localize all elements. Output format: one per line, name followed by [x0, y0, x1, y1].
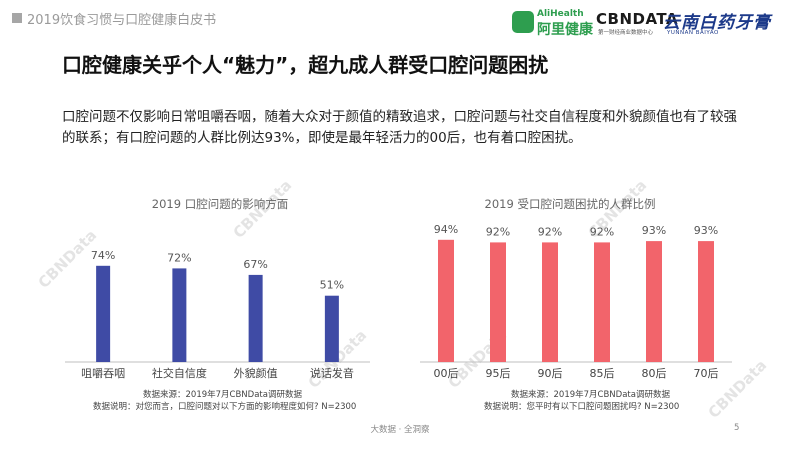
chart2-bar [438, 239, 454, 362]
chart1-title: 2019 口腔问题的影响方面 [151, 197, 289, 211]
chart1-value-label: 51% [320, 279, 344, 292]
chart1-note-source: 数据来源：2019年7月CBNData调研数据 [143, 390, 302, 400]
chart1-bar [96, 265, 111, 362]
chart1-bar [172, 268, 187, 362]
chart2-title: 2019 受口腔问题困扰的人群比例 [484, 197, 656, 211]
chart2-value-label: 92% [538, 225, 562, 238]
chart2-category-label: 90后 [538, 367, 563, 380]
alihealth-logo-en: AliHealth [537, 9, 584, 19]
chart1-value-label: 72% [167, 251, 191, 264]
yunnan-baiyao-logo: 云南白药牙膏 [663, 13, 771, 33]
chart1-category-label: 说话发音 [310, 366, 354, 380]
chart1-category-label: 外貌颜值 [234, 366, 278, 380]
chart2-category-label: 70后 [694, 367, 719, 380]
chart1-bar [248, 274, 263, 362]
chart1-value-label: 74% [91, 249, 115, 262]
chart2-category-label: 85后 [590, 367, 615, 380]
page-title: 口腔健康关乎个人“魅力”，超九成人群受口腔问题困扰 [62, 53, 549, 77]
chart2-category-label: 00后 [434, 367, 459, 380]
yunnan-baiyao-logo-en: YUNNAN BAIYAO [667, 30, 719, 36]
chart2-bar [698, 241, 714, 362]
footer-text: 大数据 · 全洞察 [370, 425, 430, 435]
alihealth-logo-cn: 阿里健康 [537, 22, 593, 38]
chart2-bar [542, 242, 558, 362]
chart1-category-label: 咀嚼吞咽 [81, 366, 125, 380]
document-title: 2019饮食习惯与口腔健康白皮书 [27, 13, 217, 28]
cbndata-logo-sub: 第一财经商业数据中心 [598, 30, 654, 36]
chart1-value-label: 67% [243, 258, 267, 271]
page-number: 5 [734, 423, 740, 433]
chart1-bar [324, 295, 339, 362]
chart2-value-label: 93% [694, 224, 718, 237]
chart2-value-label: 92% [590, 225, 614, 238]
chart2-value-label: 93% [642, 224, 666, 237]
chart1-note-desc: 数据说明：对您而言，口腔问题对以下方面的影响程度如何? N=2300 [93, 402, 357, 412]
chart2-note-desc: 数据说明：您平时有以下口腔问题困扰吗? N=2300 [484, 402, 680, 412]
chart2-category-label: 80后 [642, 367, 667, 380]
summary-paragraph: 口腔问题不仅影响日常咀嚼吞咽，随着大众对于颜值的精致追求，口腔问题与社交自信程度… [62, 109, 737, 146]
chart2-bar [646, 241, 662, 362]
chart2-bar [490, 242, 506, 362]
chart2-note-source: 数据来源：2019年7月CBNData调研数据 [511, 390, 670, 400]
cbndata-logo: CBNDATA [596, 10, 679, 28]
chart2-bar [594, 242, 610, 362]
header-square [12, 13, 22, 23]
chart1-category-label: 社交自信度 [152, 366, 207, 380]
chart2-value-label: 94% [434, 223, 458, 236]
alihealth-logo-icon [512, 11, 534, 33]
chart2-category-label: 95后 [486, 367, 511, 380]
chart2-value-label: 92% [486, 225, 510, 238]
